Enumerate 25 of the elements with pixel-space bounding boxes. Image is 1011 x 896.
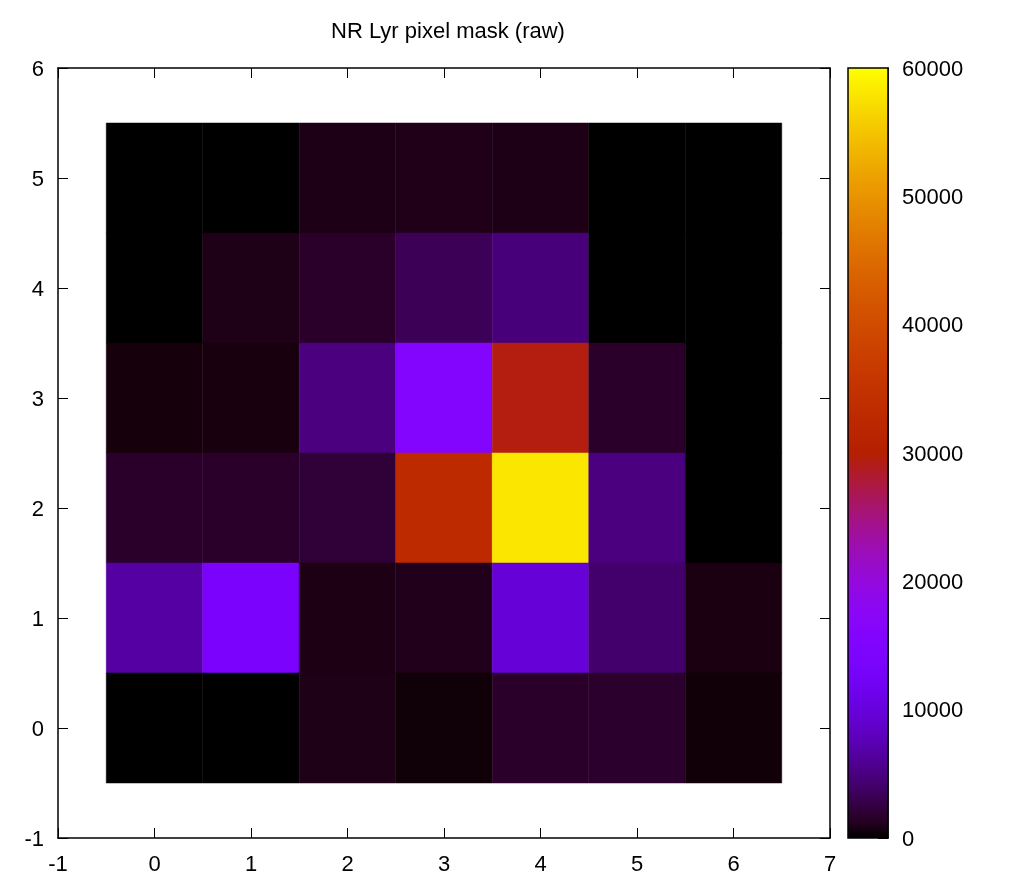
x-tick-label: 5 — [630, 850, 644, 876]
x-tick-label: 4 — [534, 850, 547, 876]
color-bar-label: 40000 — [902, 312, 964, 338]
color-bar-label: 30000 — [902, 440, 964, 466]
x-tick-label: 3 — [437, 850, 451, 876]
y-tick-label: -1 — [24, 825, 44, 851]
y-tick-label: 1 — [31, 605, 44, 631]
y-tick-label: 3 — [31, 385, 44, 411]
chart-title: NR Lyr pixel mask (raw) — [331, 17, 565, 43]
y-tick-label: 0 — [31, 715, 44, 741]
x-tick-label: 0 — [148, 850, 161, 876]
color-bar-label: 60000 — [902, 55, 964, 81]
x-tick-label: -1 — [48, 850, 68, 876]
x-tick-label: 6 — [727, 850, 740, 876]
y-tick-label: 4 — [31, 275, 44, 301]
x-tick-label: 7 — [823, 850, 837, 876]
color-bar-label: 50000 — [902, 183, 964, 209]
x-tick-label: 2 — [341, 850, 354, 876]
color-bar-label: 10000 — [902, 697, 964, 723]
x-tick-label: 1 — [244, 850, 258, 876]
y-tick-label: 5 — [31, 165, 44, 191]
color-bar-label: 20000 — [902, 568, 964, 594]
y-tick-label: 6 — [31, 55, 44, 81]
color-bar-label: 0 — [902, 825, 915, 851]
y-tick-label: 2 — [31, 495, 44, 521]
